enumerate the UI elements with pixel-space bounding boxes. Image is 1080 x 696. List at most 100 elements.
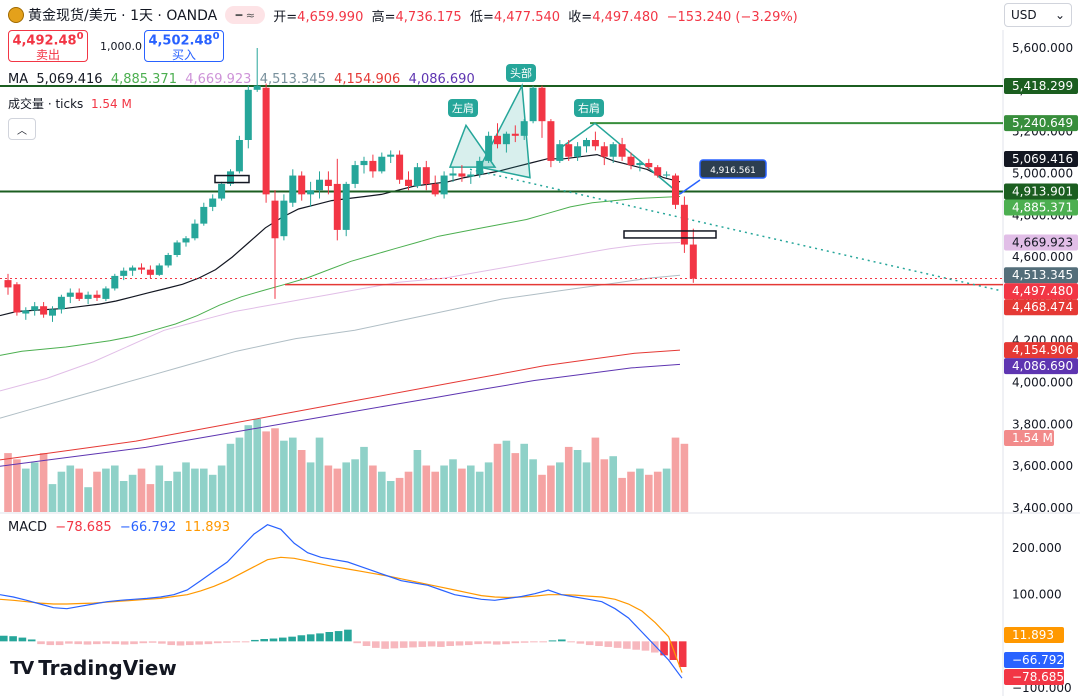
candle-body [31, 306, 39, 311]
macd-histogram-bar [167, 641, 175, 646]
candle-body [360, 160, 368, 166]
axis-price-tag [1004, 115, 1078, 132]
volume-bar [378, 471, 386, 512]
macd-legend[interactable]: MACD −78.685 −66.792 11.893 [8, 520, 231, 535]
candle-body [645, 163, 653, 168]
candle-body [93, 294, 101, 298]
volume-legend[interactable]: 成交量 · ticks 1.54 M [8, 97, 132, 111]
volume-bar [289, 437, 297, 512]
candle-body [22, 310, 30, 314]
axis-price-tag-label: 5,240.649 [1012, 116, 1073, 130]
volume-bar [591, 437, 600, 512]
volume-bar [653, 471, 662, 512]
axis-price-tag [1004, 199, 1078, 216]
macd-histogram-bar [111, 641, 120, 645]
volume-bar [4, 453, 12, 512]
axis-price-tag-label: 4,513.345 [1012, 268, 1073, 282]
candle-body [209, 198, 217, 207]
candle-body [262, 87, 270, 195]
buy-button[interactable]: 4,502.480 买入 [144, 30, 224, 62]
candle-body [672, 175, 679, 205]
price-tick-label: 3,800.000 [1012, 417, 1073, 431]
candle-body [396, 154, 404, 180]
macd-histogram-bar [213, 641, 222, 644]
volume-bar [404, 471, 413, 512]
high-value: 4,736.175 [395, 9, 462, 25]
volume-bar [111, 465, 119, 512]
macd-histogram-bar [65, 641, 73, 644]
collapse-icon[interactable]: ︿ [8, 118, 36, 140]
macd-histogram-bar [678, 641, 687, 667]
candle-body [13, 284, 21, 313]
macd-histogram-bar [288, 636, 296, 642]
ma-line-6 [0, 363, 681, 467]
ma-legend[interactable]: MA 5,069.416 4,885.371 4,669.923 4,513.3… [8, 72, 475, 87]
candle-body [271, 200, 279, 239]
axis-price-tag-label: 4,885.371 [1012, 200, 1073, 214]
volume-bar [609, 456, 617, 512]
candle-body [49, 309, 56, 316]
wave-icon[interactable]: ━ ≈ [225, 6, 266, 24]
ma-line-1 [0, 153, 681, 317]
low-value: 4,477.540 [493, 9, 561, 25]
macd-histogram-bar [269, 638, 278, 642]
candle-body [494, 135, 501, 145]
volume-bar [351, 459, 359, 512]
macd-histogram-bar [623, 641, 631, 649]
candle-body [289, 175, 297, 203]
macd-tag [1004, 652, 1064, 668]
symbol-title[interactable]: 黄金现货/美元 · 1天 · OANDA [28, 8, 218, 24]
axis-price-tag [1004, 299, 1078, 316]
volume-bar [315, 437, 324, 512]
candle-body [40, 306, 48, 315]
macd-histogram-bar [492, 641, 501, 645]
callout-pointer [679, 179, 701, 195]
neckline [469, 168, 1001, 292]
macd-tag [1004, 669, 1064, 685]
header-bar: 黄金现货/美元 · 1天 · OANDA ━ ≈ 开=4,659.990 高=4… [0, 0, 1000, 30]
macd-histogram-bar [502, 641, 510, 645]
sell-button[interactable]: 4,492.480 卖出 [8, 30, 88, 62]
macd-histogram-bar [548, 640, 557, 642]
volume-bar [502, 440, 511, 512]
volume-bar [645, 474, 653, 512]
volume-bar [529, 459, 537, 512]
macd-tag-label: 11.893 [1012, 628, 1054, 642]
volume-bar [662, 468, 671, 512]
axis-price-tag-label: 4,669.923 [1012, 235, 1073, 249]
macd-tick-label: 200.000 [1012, 541, 1062, 555]
gold-symbol-icon [8, 7, 24, 23]
macd-histogram-bar [427, 641, 436, 647]
axis-price-tag [1004, 234, 1078, 251]
macd-histogram-bar [362, 641, 371, 646]
volume-bar [155, 465, 164, 512]
price-tick-label: 4,600.000 [1012, 250, 1073, 264]
macd-histogram-bar [139, 641, 148, 644]
axis-price-tag-label: 4,468.474 [1012, 300, 1073, 314]
volume-bar [182, 462, 190, 512]
volume-bar [39, 453, 48, 512]
axis-price-tag-label: 4,154.906 [1012, 343, 1073, 357]
pattern-label-bg [574, 99, 604, 117]
box-annotation [214, 174, 250, 184]
price-tick-label: 3,400.000 [1012, 501, 1073, 515]
currency-select[interactable]: USD ⌄ [1004, 3, 1072, 27]
candle-body [547, 121, 555, 161]
volume-bar [431, 471, 439, 512]
volume-bar [280, 440, 288, 512]
candle-body [574, 146, 582, 157]
macd-histogram-bar [0, 635, 8, 642]
volume-bar [84, 487, 92, 512]
macd-line [0, 524, 683, 679]
candle-body [227, 171, 234, 184]
candle-body [458, 173, 466, 177]
callout-label: 4,916.561 [710, 166, 756, 176]
macd-histogram-bar [334, 631, 343, 642]
macd-histogram-bar [195, 641, 203, 645]
macd-histogram-bar [27, 639, 36, 642]
candle-body [609, 144, 617, 157]
candle-body [191, 223, 199, 239]
volume-bar [582, 462, 591, 512]
candle-body [66, 292, 74, 297]
